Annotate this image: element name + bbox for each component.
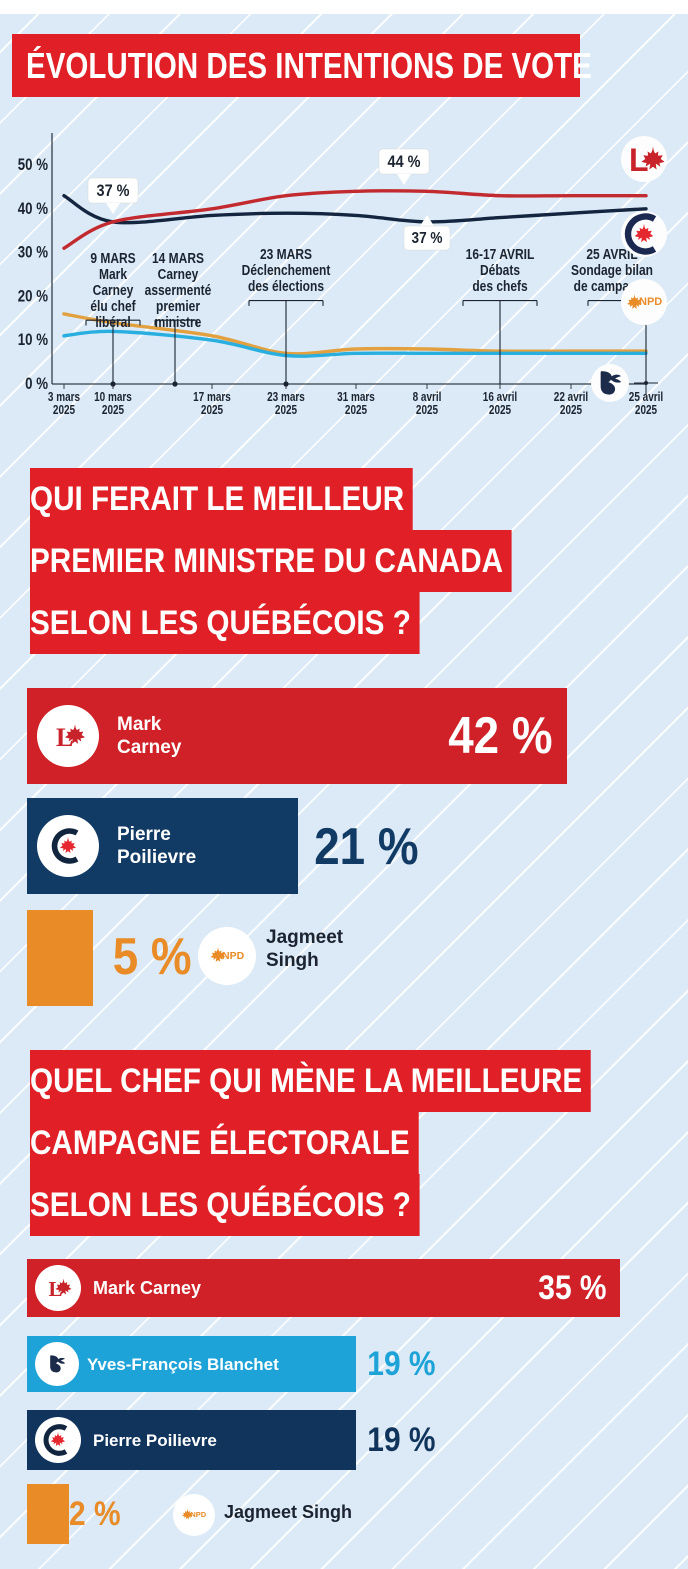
svg-text:9 MARS: 9 MARS [90,250,135,267]
svg-text:libéral: libéral [95,314,130,331]
svg-text:NPD: NPD [222,950,245,962]
svg-text:37 %: 37 % [412,230,443,247]
svg-text:10 mars: 10 mars [94,391,132,404]
svg-text:Mark: Mark [99,266,127,283]
svg-text:Carney: Carney [93,282,134,299]
svg-text:élu chef: élu chef [90,298,136,315]
svg-text:22 avril: 22 avril [554,391,588,404]
svg-text:NPD: NPD [190,1510,206,1519]
svg-text:2025: 2025 [201,404,223,417]
svg-text:31 mars: 31 mars [337,391,375,404]
svg-text:2025: 2025 [489,404,511,417]
svg-text:17 mars: 17 mars [193,391,231,404]
svg-text:2025: 2025 [560,404,582,417]
svg-text:2025: 2025 [416,404,438,417]
svg-text:Débats: Débats [480,262,520,279]
svg-text:8 avril: 8 avril [413,391,442,404]
svg-text:2025: 2025 [635,404,657,417]
svg-text:2025: 2025 [345,404,367,417]
svg-text:23 MARS: 23 MARS [260,246,312,263]
svg-text:des chefs: des chefs [472,278,527,295]
svg-text:premier: premier [156,298,201,315]
svg-text:des élections: des élections [248,278,324,295]
svg-text:ministre: ministre [155,314,202,331]
svg-text:37 %: 37 % [97,182,130,200]
svg-text:Carney: Carney [158,266,199,283]
svg-text:30 %: 30 % [18,243,49,262]
svg-text:16 avril: 16 avril [483,391,517,404]
svg-text:Déclenchement: Déclenchement [242,262,331,279]
svg-text:assermenté: assermenté [145,282,212,299]
svg-text:2025: 2025 [53,404,75,417]
svg-text:2025: 2025 [275,404,297,417]
svg-text:NPD: NPD [639,296,662,308]
svg-text:40 %: 40 % [18,199,49,218]
svg-text:10 %: 10 % [18,331,49,350]
svg-text:2025: 2025 [102,404,124,417]
svg-text:Sondage bilan: Sondage bilan [571,262,653,279]
svg-text:16-17 AVRIL: 16-17 AVRIL [466,246,535,263]
svg-text:0 %: 0 % [25,375,48,394]
svg-text:23 mars: 23 mars [267,391,305,404]
svg-text:3 mars: 3 mars [48,391,80,404]
svg-text:44 %: 44 % [388,153,421,171]
svg-text:14 MARS: 14 MARS [152,250,204,267]
svg-text:50 %: 50 % [18,156,49,175]
svg-text:20 %: 20 % [18,287,49,306]
